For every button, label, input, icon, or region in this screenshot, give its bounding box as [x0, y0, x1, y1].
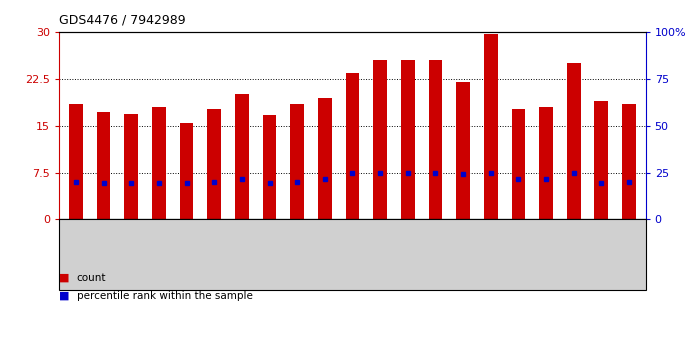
Text: ■: ■ — [59, 291, 73, 301]
Bar — [62, 220, 339, 259]
Bar — [262, 115, 276, 219]
Bar — [69, 104, 83, 219]
Text: GDS4476 / 7942989: GDS4476 / 7942989 — [59, 14, 186, 27]
Text: ■: ■ — [59, 273, 73, 283]
Bar — [124, 114, 138, 219]
Text: count: count — [77, 273, 106, 283]
Bar — [152, 107, 166, 219]
Bar — [512, 109, 526, 219]
Text: parkin expression: parkin expression — [151, 235, 250, 245]
Bar — [622, 104, 636, 219]
Bar — [290, 104, 304, 219]
Bar — [429, 60, 443, 219]
Bar — [318, 97, 332, 219]
Text: percentile rank within the sample: percentile rank within the sample — [77, 291, 253, 301]
Bar — [484, 34, 498, 219]
Bar — [539, 107, 553, 219]
Bar — [346, 73, 359, 219]
Bar — [179, 122, 193, 219]
Bar — [96, 112, 110, 219]
Bar — [373, 60, 387, 219]
Bar — [207, 109, 221, 219]
Bar — [595, 101, 609, 219]
Bar — [339, 220, 643, 259]
Text: protocol: protocol — [61, 235, 106, 245]
Bar — [456, 82, 470, 219]
Text: vector control: vector control — [452, 235, 530, 245]
Bar — [401, 60, 415, 219]
Bar — [235, 95, 248, 219]
Bar — [567, 63, 581, 219]
